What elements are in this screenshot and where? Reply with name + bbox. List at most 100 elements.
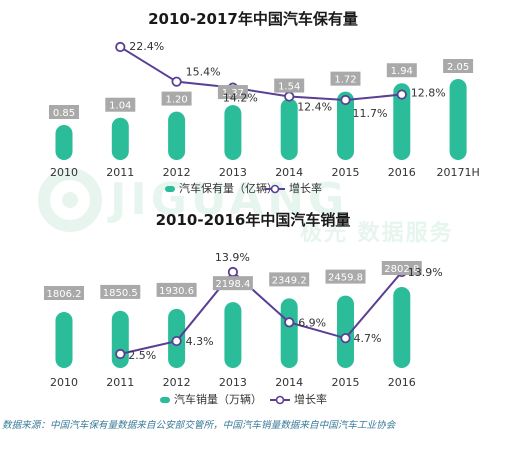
value-label: 1850.5 [103,288,138,299]
growth-point [340,333,351,344]
value-label: 0.85 [53,108,75,119]
legend-swatch-bar [165,186,175,192]
value-label: 1.37 [222,88,244,99]
value-label: 1.04 [109,101,131,112]
bar [55,125,73,160]
value-label: 2349.2 [272,275,307,286]
value-label: 2802.8 [384,264,419,275]
x-tick-label: 2010 [50,376,78,389]
value-label: 2459.8 [328,273,363,284]
watermark: JIGUANG 极光 数据服务 [38,168,454,246]
watermark-tagline: 极光 数据服务 [300,220,454,246]
bar [224,302,242,368]
growth-line [120,270,403,355]
growth-label: 22.4% [129,40,164,53]
growth-label: 6.9% [298,316,326,329]
bar [280,98,298,160]
legend-label-bar: 汽车保有量（亿辆） [179,181,278,195]
x-tick-label: 2016 [388,376,416,389]
legend-label-bar: 汽车销量（万辆） [174,392,262,406]
legend-swatch-marker [270,184,280,194]
value-label-box [105,97,136,112]
growth-point [171,335,182,347]
value-label-box [381,261,422,275]
value-label-box [330,71,361,86]
value-label-box [212,276,253,291]
watermark-logo-icon [38,168,102,232]
growth-line [119,46,402,102]
growth-label: 2.5% [128,349,156,362]
watermark-logo-text: JIGUANG [107,174,348,225]
growth-label: 4.3% [186,335,214,348]
chart-title: 2010-2017年中国汽车保有量 [148,10,358,28]
growth-label: 12.8% [411,87,446,100]
growth-point [227,266,238,278]
growth-label: 4.7% [354,332,382,345]
chart-vehicle-ownership: 2010-2017年中国汽车保有量 0.85 1.04 1.20 1.37 1.54 1.7… [49,10,480,195]
x-tick-label: 2014 [275,376,303,389]
legend: 汽车保有量（亿辆） 增长率 [165,181,322,195]
bar [337,295,354,368]
growth-label: 13.9% [215,251,250,264]
value-label: 1.20 [165,95,187,106]
value-label-box [217,85,248,100]
bar [55,312,73,368]
x-tick-label: 2012 [163,376,191,389]
bar [449,79,467,160]
value-label-box [44,286,84,300]
bar [393,287,411,368]
value-label-box [325,269,366,284]
value-label-box [161,91,192,106]
growth-label: 15.4% [186,66,221,79]
growth-label: 13.9% [408,266,443,279]
x-tick-label: 2016 [388,166,416,179]
value-label: 1930.6 [159,286,194,297]
bar [111,310,129,368]
growth-point [284,317,295,328]
x-tick-label: 2010 [50,166,78,179]
legend-label-line: 增长率 [294,392,327,406]
bar [168,111,186,160]
x-tick-label: 2011 [106,166,134,179]
legend-swatch-bar [160,397,170,403]
x-tick-label: 2015 [332,166,360,179]
legend-swatch-marker [275,395,285,405]
x-tick-label: 20171H [436,166,479,179]
value-label: 2.05 [447,62,469,73]
value-label-box [49,105,79,119]
bar [111,117,129,160]
value-label-box [443,59,474,73]
x-tick-label: 2013 [219,376,247,389]
chart-title: 2010-2016年中国汽车销量 [156,211,351,229]
value-label-box [156,282,197,297]
legend: 汽车销量（万辆） 增长率 [160,392,327,406]
value-label-box [269,272,310,287]
bar [280,298,298,368]
growth-point [115,348,126,360]
growth-point [171,76,182,87]
bar [337,91,354,160]
growth-label: 14.2% [223,92,258,105]
x-tick-label: 2015 [332,376,360,389]
legend-label-line: 增长率 [289,181,322,195]
x-tick-label: 2011 [106,376,134,389]
value-label: 2198.4 [215,279,250,290]
x-tick-label: 2012 [163,166,191,179]
value-label: 1.54 [278,82,300,93]
growth-label: 12.4% [297,101,332,114]
value-label: 1806.2 [47,289,82,300]
bar [393,83,411,160]
growth-point [284,91,295,102]
growth-point [340,94,351,106]
x-tick-label: 2013 [219,166,247,179]
value-label-box [386,63,417,78]
value-label-box [274,78,305,93]
chart-vehicle-sales: 2010-2016年中国汽车销量 1806.2 1850.5 1930.6 2198.4… [44,211,443,406]
growth-point [115,41,126,53]
value-label: 1.72 [334,75,356,86]
growth-label: 11.7% [353,107,388,120]
value-label: 1.94 [391,66,413,77]
x-tick-label: 2014 [275,166,303,179]
bar [224,105,242,160]
